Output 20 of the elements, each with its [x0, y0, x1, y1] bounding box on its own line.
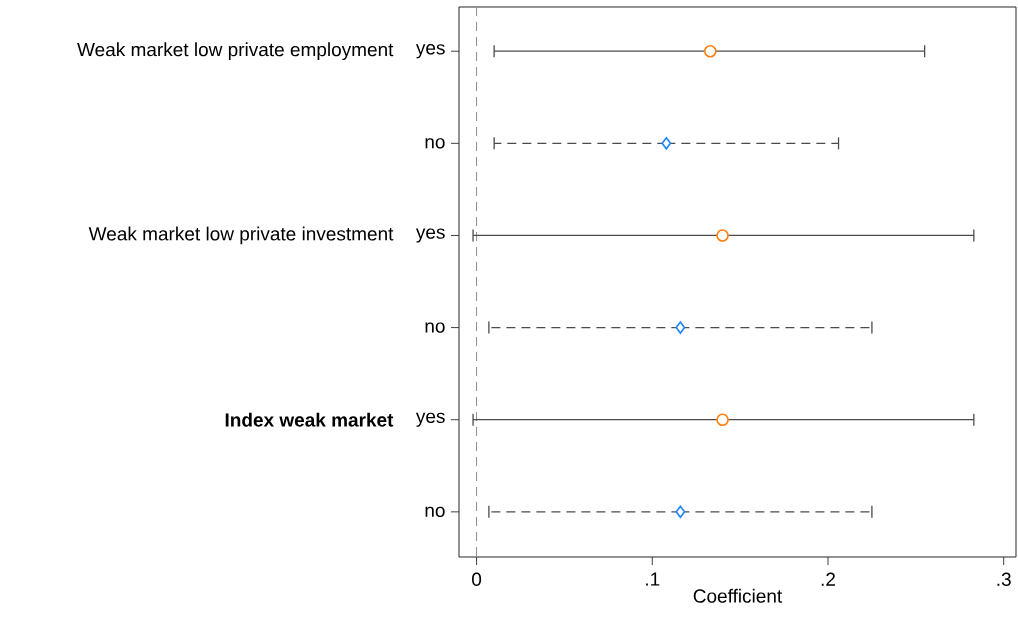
text: Weak market low private employment	[77, 42, 394, 61]
text: Weak market low private investment	[88, 226, 394, 245]
y-tick-label: yes	[415, 228, 445, 243]
x-tick-label: 0	[472, 572, 482, 586]
y-tick-label: yes	[415, 44, 445, 59]
x-tick-label: .2	[821, 572, 835, 586]
point	[716, 229, 729, 242]
x-axis-title: Coefficient	[693, 588, 783, 603]
y-tick-label: no	[425, 322, 445, 333]
point	[703, 44, 717, 58]
x-tick-label: .1	[646, 572, 660, 586]
point	[716, 413, 729, 427]
point	[661, 137, 672, 150]
x-tick-label: .3	[997, 572, 1011, 586]
y-tick-label: no	[425, 138, 445, 149]
text: Index weak market	[225, 412, 394, 427]
point	[675, 321, 686, 334]
point	[675, 505, 686, 519]
y-tick-label: yes	[415, 412, 445, 427]
y-tick-label: no	[425, 506, 445, 518]
